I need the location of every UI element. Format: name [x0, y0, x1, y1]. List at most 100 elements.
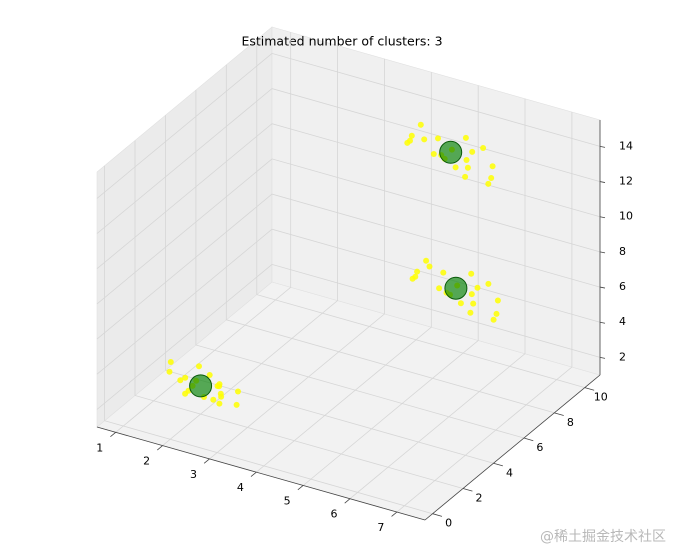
- y-tick: [584, 387, 595, 391]
- point: [206, 372, 213, 378]
- point: [488, 175, 495, 181]
- point: [474, 284, 481, 291]
- z-tick-label: 8: [619, 245, 626, 258]
- grid-line: [256, 39, 585, 388]
- point: [417, 121, 424, 128]
- grid-line: [96, 88, 601, 234]
- y-tick: [554, 412, 564, 416]
- cluster-center: [439, 140, 463, 164]
- point: [470, 300, 477, 307]
- point: [235, 388, 241, 395]
- point: [463, 157, 470, 163]
- x-tick-label: 6: [331, 508, 338, 521]
- point: [494, 297, 501, 304]
- grid-line: [104, 165, 433, 515]
- point: [214, 383, 221, 389]
- x-tick: [250, 471, 257, 477]
- y-tick: [493, 462, 503, 467]
- point: [485, 280, 492, 287]
- grid-line: [396, 112, 573, 513]
- point: [468, 291, 475, 298]
- z-tick: [599, 286, 606, 289]
- x-tick: [344, 498, 351, 504]
- point: [423, 257, 430, 264]
- x-tick-label: 7: [377, 521, 384, 534]
- grid-line: [302, 85, 479, 486]
- grid-line: [225, 64, 555, 414]
- point: [468, 270, 475, 277]
- y-tick-label: 10: [594, 391, 608, 404]
- point: [462, 173, 469, 180]
- x-axis-line: [96, 426, 426, 521]
- point: [404, 139, 411, 146]
- z-tick: [599, 357, 606, 359]
- y-tick: [462, 488, 473, 492]
- point: [467, 309, 474, 316]
- point: [452, 164, 459, 171]
- x-tick-label: 1: [96, 441, 103, 454]
- grid-line: [96, 228, 601, 375]
- z-tick-label: 4: [619, 315, 626, 328]
- y-tick-label: 6: [536, 441, 543, 454]
- point: [490, 316, 497, 323]
- grid-line: [134, 140, 464, 489]
- x-tick: [203, 458, 210, 464]
- grid-line: [115, 32, 292, 433]
- x-tick: [297, 485, 304, 491]
- y-tick: [432, 513, 443, 517]
- x-tick: [110, 432, 116, 438]
- grid-line: [96, 52, 601, 199]
- z-tick-label: 10: [619, 210, 633, 223]
- point: [469, 148, 476, 155]
- z-tick: [599, 321, 606, 324]
- z-tick: [599, 145, 606, 148]
- grid-line: [195, 90, 525, 439]
- x-tick-label: 5: [284, 494, 291, 507]
- z-tick-label: 6: [619, 280, 626, 293]
- point: [166, 368, 173, 375]
- x-tick: [391, 511, 398, 517]
- cluster-center: [189, 374, 213, 398]
- z-tick-label: 14: [619, 139, 633, 152]
- point: [430, 151, 437, 157]
- z-tick: [599, 251, 606, 254]
- z-tick: [599, 181, 606, 183]
- point: [196, 363, 202, 370]
- chart-title: Estimated number of clusters: 3: [241, 34, 442, 49]
- grid-line: [209, 58, 385, 460]
- y-tick: [523, 437, 534, 442]
- z-tick: [599, 216, 606, 219]
- point: [426, 263, 433, 270]
- point: [218, 393, 225, 400]
- point: [485, 180, 492, 187]
- panes: [96, 26, 601, 521]
- point: [233, 401, 240, 408]
- x-tick-label: 3: [190, 468, 197, 481]
- grid-line: [165, 115, 494, 464]
- point: [436, 285, 443, 292]
- point: [409, 275, 416, 282]
- point: [177, 377, 184, 384]
- point: [408, 132, 415, 139]
- y-tick-label: 8: [567, 416, 574, 429]
- cluster-center: [444, 276, 468, 300]
- point: [489, 163, 496, 170]
- point: [462, 134, 469, 141]
- point: [480, 145, 487, 151]
- x-tick-label: 2: [143, 455, 150, 468]
- y-axis-line: [424, 374, 601, 521]
- grid-line: [96, 263, 601, 410]
- point: [210, 396, 217, 403]
- point: [440, 269, 447, 276]
- grid-line: [96, 193, 601, 340]
- y-tick-label: 2: [476, 491, 483, 504]
- z-tick-label: 12: [619, 175, 633, 188]
- grid-line: [96, 158, 601, 305]
- point: [167, 359, 174, 365]
- y-tick-label: 4: [506, 466, 513, 479]
- point: [421, 136, 428, 143]
- x-tick-label: 4: [237, 481, 244, 494]
- point: [216, 400, 223, 407]
- grid-line: [256, 72, 432, 473]
